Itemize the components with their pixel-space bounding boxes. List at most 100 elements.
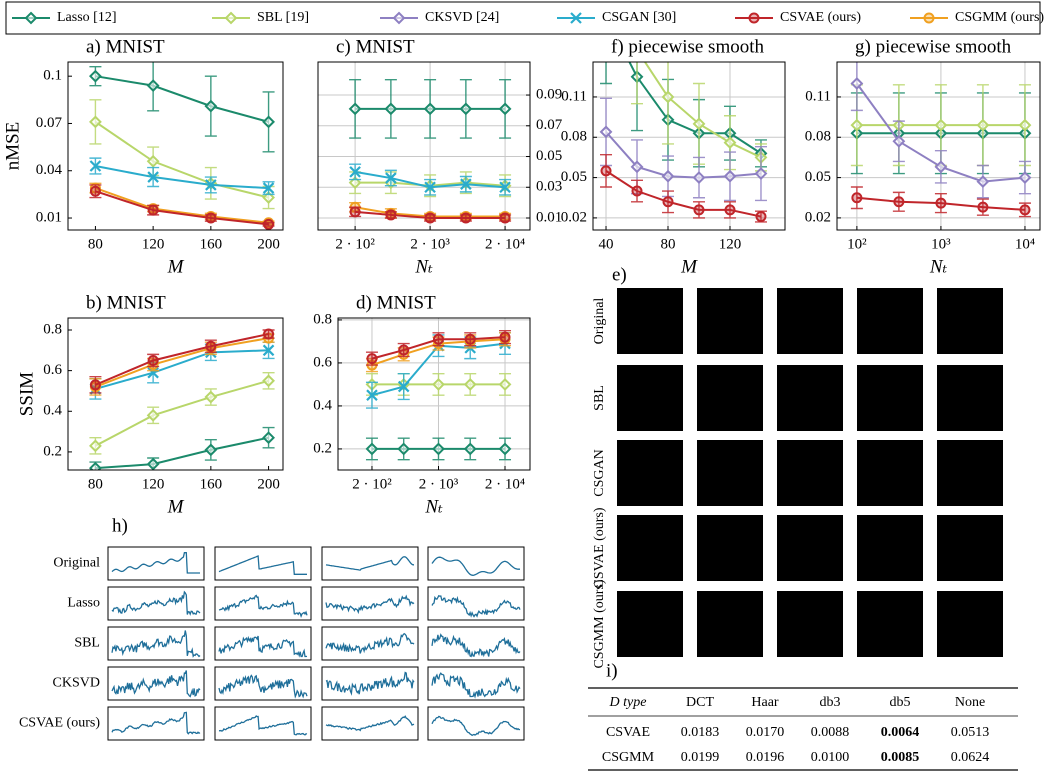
row-label: Lasso: [67, 596, 100, 611]
y-tick-label: 0.02: [805, 209, 831, 225]
y-tick-label: 0.2: [313, 440, 332, 456]
marker: [89, 439, 102, 453]
y-tick-label: 0.6: [43, 362, 62, 378]
marker: [460, 212, 472, 224]
signal-box: [214, 626, 312, 661]
digit-image: [697, 365, 763, 431]
marker: [392, 11, 406, 25]
marker: [385, 209, 397, 221]
x-tick-label: 10⁴: [1015, 236, 1035, 252]
signal-box: [321, 666, 419, 701]
table-cell: 0.0196: [746, 750, 785, 765]
marker: [262, 115, 275, 129]
error-bar: [600, 62, 613, 85]
row-label: Original: [53, 556, 100, 571]
digit-image: [857, 440, 923, 506]
series-line: [95, 349, 269, 390]
marker: [1018, 171, 1032, 184]
marker: [463, 442, 477, 456]
chart-title: c) MNIST: [336, 36, 415, 57]
x-tick-label: 200: [257, 476, 280, 492]
marker: [262, 182, 275, 194]
marker: [146, 154, 160, 168]
digit-image: [617, 365, 683, 431]
digit-image: [777, 288, 843, 354]
digit: 9: [712, 288, 748, 353]
digit: 4: [632, 365, 668, 430]
signal-trace: [111, 552, 200, 574]
signal-trace: [111, 670, 201, 698]
y-tick-label: 0.8: [43, 321, 62, 337]
signal-trace: [431, 594, 521, 618]
plot-area: [599, 62, 768, 223]
table-cell: 0.0088: [811, 725, 850, 740]
marker: [600, 165, 612, 177]
marker: [204, 390, 218, 404]
signal-box: [214, 546, 312, 581]
marker: [723, 136, 737, 150]
row-label: CSGMM (ours): [592, 579, 607, 668]
signal-box: [427, 626, 525, 661]
signal-trace: [431, 556, 520, 576]
digit-image: [857, 515, 923, 581]
marker: [348, 102, 362, 116]
signal-trace: [218, 555, 307, 575]
marker: [89, 115, 102, 129]
marker: [892, 134, 906, 148]
x-tick-label: 120: [142, 236, 165, 252]
marker: [693, 204, 705, 216]
y-tick-label: 0.08: [805, 129, 831, 145]
series-line: [95, 436, 269, 470]
x-tick-label: 80: [88, 476, 103, 492]
x-tick-label: 10³: [931, 236, 951, 252]
table-header: DCT: [686, 695, 714, 710]
x-tick-label: 160: [200, 236, 223, 252]
y-tick-label: 0.05: [805, 169, 831, 185]
marker: [432, 442, 445, 456]
digit: 4: [632, 288, 668, 353]
panel-title: e): [612, 264, 627, 285]
y-tick-label: 0.07: [536, 117, 563, 133]
marker: [262, 431, 275, 445]
digit-image: [937, 288, 1003, 354]
signal-box: [214, 586, 312, 621]
digit: 4: [632, 515, 668, 580]
digit-image: [937, 515, 1003, 581]
marker: [923, 12, 935, 24]
plot-frame: [592, 61, 786, 231]
y-tick-label: 0.04: [36, 162, 63, 178]
plot-frame: [317, 61, 531, 231]
chart-title: d) MNIST: [356, 292, 436, 313]
marker: [631, 185, 643, 197]
signal-trace: [325, 671, 415, 696]
y-tick-label: 0.02: [561, 209, 587, 225]
marker: [89, 160, 102, 172]
table-cell: 0.0064: [881, 725, 920, 740]
marker: [204, 99, 218, 113]
y-tick-label: 0.09: [536, 86, 562, 102]
marker: [366, 389, 378, 401]
plot-area: [89, 328, 275, 470]
marker: [499, 331, 511, 343]
marker: [661, 169, 675, 183]
marker: [89, 69, 102, 83]
marker: [976, 118, 990, 132]
marker: [147, 204, 159, 216]
plot-area: [365, 329, 512, 461]
digit: 7: [952, 365, 988, 430]
marker: [463, 378, 477, 391]
marker: [349, 206, 361, 218]
y-tick-label: 0.03: [536, 179, 562, 195]
digit-image: [697, 515, 763, 581]
marker: [262, 344, 275, 357]
series-line: [95, 337, 269, 388]
digit: 0: [792, 591, 828, 656]
x-tick-label: 2 · 10²: [352, 476, 392, 492]
signal-box: [107, 586, 205, 621]
digit: 7: [952, 440, 988, 505]
series-line: [643, 62, 762, 159]
digit: 7: [952, 515, 988, 580]
x-tick-label: 80: [661, 236, 676, 252]
digit: 6: [872, 515, 908, 580]
